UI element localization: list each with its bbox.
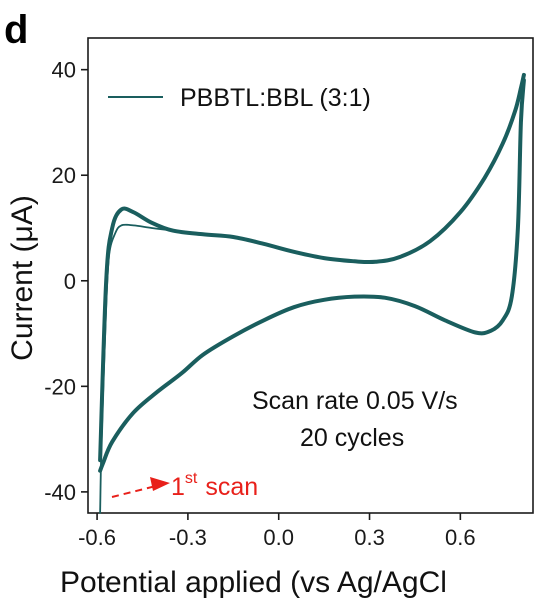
- x-axis-ticks: -0.6 -0.3 0.0 0.3 0.6: [78, 513, 476, 550]
- x-axis-title: Potential applied (vs Ag/AgCl: [60, 566, 447, 599]
- y-tick-label: 40: [52, 58, 76, 83]
- first-scan-label: 1st scan: [171, 470, 258, 501]
- x-tick-label: 0.3: [354, 525, 385, 550]
- scan-rate-annotation: Scan rate 0.05 V/s: [252, 387, 458, 415]
- x-tick-label: -0.3: [169, 525, 207, 550]
- x-tick-label: -0.6: [78, 525, 116, 550]
- cv-cathodic-sweep: [98, 78, 526, 473]
- first-scan-superscript: st: [185, 470, 198, 487]
- legend-label: PBBTL:BBL (3:1): [180, 84, 371, 112]
- y-axis-ticks: -40 -20 0 20 40: [44, 58, 88, 505]
- panel-label: d: [4, 8, 28, 52]
- first-scan-word: scan: [205, 473, 258, 501]
- axes-frame: [87, 37, 534, 514]
- x-tick-label: 0.0: [263, 525, 294, 550]
- first-scan-dashed-line: [111, 484, 161, 498]
- y-tick-label: -20: [44, 374, 76, 399]
- first-scan-number: 1: [171, 473, 185, 501]
- y-tick-label: 0: [64, 269, 76, 294]
- first-scan-annotation: 1st scan: [111, 470, 258, 501]
- cv-first-scan: [99, 223, 174, 514]
- y-tick-label: -40: [44, 480, 76, 505]
- y-tick-label: 20: [52, 163, 76, 188]
- y-axis-title: Current (μA): [6, 195, 39, 361]
- plot-area: -0.6 -0.3 0.0 0.3 0.6 -40 -20 0 20 40: [44, 37, 534, 550]
- legend: PBBTL:BBL (3:1): [108, 84, 371, 112]
- cv-curves: [98, 72, 526, 514]
- x-tick-label: 0.6: [445, 525, 476, 550]
- cv-anodic-sweep: [98, 72, 526, 463]
- cycles-annotation: 20 cycles: [300, 424, 404, 452]
- first-scan-arrowhead: [150, 477, 170, 491]
